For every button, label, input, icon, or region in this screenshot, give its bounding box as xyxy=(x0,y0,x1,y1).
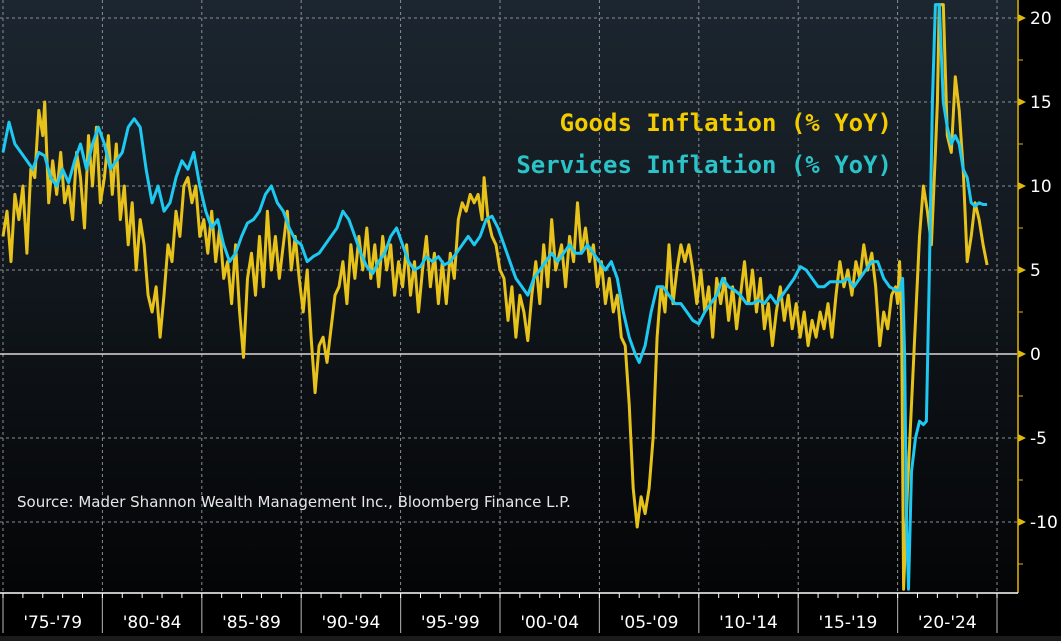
y-tick-label: 0 xyxy=(1030,345,1041,365)
y-tick-label: 5 xyxy=(1030,261,1041,281)
y-tick-label: -5 xyxy=(1030,429,1047,449)
x-tick-label: '20-'24 xyxy=(918,613,977,633)
y-tick-label: -10 xyxy=(1030,513,1058,533)
y-tick-marker xyxy=(1018,350,1026,358)
y-tick-marker xyxy=(1018,266,1026,274)
y-tick-marker xyxy=(1018,182,1026,190)
series-services-line xyxy=(1,3,988,591)
x-tick-label: '15-'19 xyxy=(819,613,878,633)
y-tick-label: 10 xyxy=(1030,177,1052,197)
series-layer xyxy=(1,3,989,591)
x-tick-label: '75-'79 xyxy=(23,613,82,633)
y-tick-marker xyxy=(1018,434,1026,442)
x-tick-label: '90-'94 xyxy=(322,613,381,633)
x-tick-label: '80-'84 xyxy=(123,613,182,633)
y-tick-marker xyxy=(1018,98,1026,106)
bottom-strip xyxy=(0,636,1061,641)
x-axis: '75-'79 '80-'84 '85-'89 '90-'94 '95-'99 '00-'… xyxy=(2,593,998,633)
y-tick-marker xyxy=(1018,518,1026,526)
y-axis: 20 15 10 5 0 -5 -10 xyxy=(1018,9,1058,565)
legend-services: Services Inflation (% YoY) xyxy=(516,151,892,179)
x-tick-label: '95-'99 xyxy=(421,613,480,633)
source-annotation: Source: Mader Shannon Wealth Management … xyxy=(17,493,571,511)
series-goods-line xyxy=(1,3,989,591)
x-tick-label: '10-'14 xyxy=(719,613,778,633)
y-tick-label: 15 xyxy=(1030,93,1052,113)
plot-background xyxy=(0,0,1017,592)
legend-goods: Goods Inflation (% YoY) xyxy=(560,109,892,137)
x-tick-label: '00-'04 xyxy=(520,613,579,633)
y-tick-marker xyxy=(1018,14,1026,22)
x-tick-label: '85-'89 xyxy=(222,613,281,633)
x-tick-label: '05-'09 xyxy=(620,613,679,633)
y-tick-label: 20 xyxy=(1030,9,1052,29)
